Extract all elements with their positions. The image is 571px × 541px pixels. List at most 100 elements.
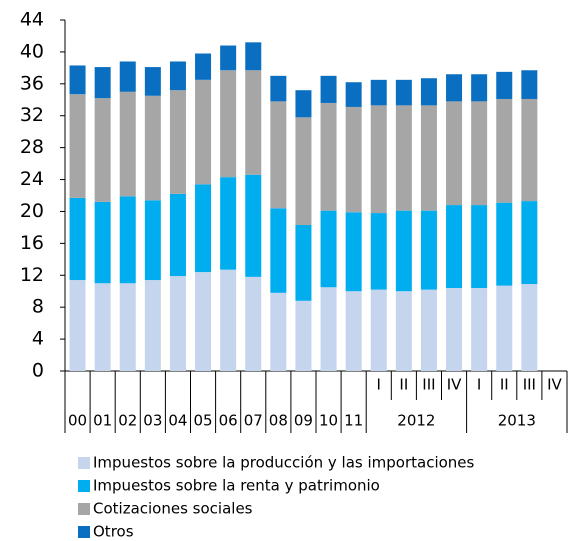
bar-segment (521, 284, 538, 371)
bar-segment (446, 205, 463, 289)
bar-segment (370, 289, 387, 371)
y-tick-label: 20 (20, 200, 44, 222)
bar-segment (195, 272, 212, 371)
bar-segment (144, 200, 161, 281)
bar-segment (370, 79, 387, 106)
bar-segment (496, 202, 513, 286)
bar-segment (245, 70, 262, 175)
bar-segment (220, 269, 237, 371)
y-tick-label: 24 (20, 168, 44, 190)
bar-segment (270, 292, 287, 371)
bar-segment (420, 289, 437, 371)
y-tick-label: 32 (20, 104, 44, 126)
bar-segment (119, 196, 136, 284)
bar-segment (295, 225, 312, 301)
bar-segment (370, 105, 387, 214)
bar-segment (320, 102, 337, 211)
legend-label: Otros (93, 523, 134, 541)
bar-segment (69, 280, 86, 371)
bar-segment (69, 197, 86, 281)
bar-segment (446, 74, 463, 102)
bar-segment (144, 67, 161, 96)
x-tick-label: IV (547, 376, 562, 394)
bar-segment (395, 210, 412, 292)
bar-segment (94, 67, 111, 99)
bar-segment (119, 91, 136, 197)
bar-segment (169, 276, 186, 371)
bar-segment (270, 101, 287, 209)
bar-segment (94, 201, 111, 284)
bar-segment (245, 42, 262, 71)
bar-segment (496, 71, 513, 99)
x-tick-label: 06 (219, 412, 238, 430)
bar-segment (395, 291, 412, 371)
x-tick-label: III (422, 376, 435, 394)
bar-segment (521, 70, 538, 99)
bar-segment (471, 74, 488, 102)
y-tick-label: 28 (20, 136, 44, 158)
bar-segment (295, 90, 312, 118)
x-tick-label: 10 (319, 412, 338, 430)
legend-swatch (78, 526, 90, 538)
y-tick-label: 8 (32, 296, 44, 318)
bar-segment (320, 287, 337, 371)
bar-segment (345, 106, 362, 213)
bar-segment (446, 288, 463, 371)
x-tick-label: III (523, 376, 536, 394)
bar-segment (94, 283, 111, 371)
bar-segment (420, 78, 437, 106)
bar-segment (270, 208, 287, 293)
bar-segment (270, 75, 287, 102)
bar-segment (245, 174, 262, 277)
bar-segment (446, 101, 463, 206)
x-tick-label: 03 (143, 412, 162, 430)
bar-segment (320, 210, 337, 288)
bar-segment (119, 283, 136, 371)
bar-segment (420, 105, 437, 211)
bar-segment (220, 45, 237, 71)
y-tick-label: 4 (32, 328, 44, 350)
bar-segment (144, 280, 161, 371)
x-tick-label: 02 (118, 412, 137, 430)
x-tick-label: II (500, 376, 509, 394)
x-tick-label: 05 (194, 412, 213, 430)
bar-segment (94, 98, 111, 202)
bar-segment (370, 213, 387, 290)
bar-segment (295, 300, 312, 371)
x-tick-label: 08 (269, 412, 288, 430)
y-tick-label: 36 (20, 72, 44, 94)
bar-segment (169, 90, 186, 194)
y-tick-label: 44 (20, 9, 44, 31)
x-tick-label: II (399, 376, 408, 394)
x-tick-label: 00 (68, 412, 87, 430)
bar-segment (245, 276, 262, 371)
y-tick-label: 40 (20, 40, 44, 62)
y-tick-label: 16 (20, 232, 44, 254)
bar-segment (395, 79, 412, 106)
legend-label: Impuestos sobre la renta y patrimonio (93, 477, 380, 495)
x-tick-label: 04 (168, 412, 187, 430)
bar-segment (521, 98, 538, 202)
bar-segment (471, 288, 488, 371)
bar-segment (496, 98, 513, 203)
x-tick-label: I (377, 376, 381, 394)
bar-segment (395, 105, 412, 211)
legend-swatch (78, 457, 90, 469)
bar-segment (471, 205, 488, 289)
x-tick-label: IV (447, 376, 462, 394)
bar-segment (496, 285, 513, 371)
bar-segment (420, 210, 437, 290)
bar-segment (169, 61, 186, 91)
legend-swatch (78, 503, 90, 515)
bar-segment (345, 291, 362, 371)
x-group-label: 2013 (498, 412, 536, 430)
legend-label: Impuestos sobre la producción y las impo… (93, 454, 475, 472)
x-tick-label: 09 (294, 412, 313, 430)
bar-segment (69, 65, 86, 95)
bar-segment (119, 61, 136, 92)
bar-segment (169, 193, 186, 277)
y-tick-label: 0 (32, 360, 44, 382)
y-tick-label: 12 (20, 264, 44, 286)
x-tick-label: 01 (93, 412, 112, 430)
x-group-label: 2012 (397, 412, 435, 430)
